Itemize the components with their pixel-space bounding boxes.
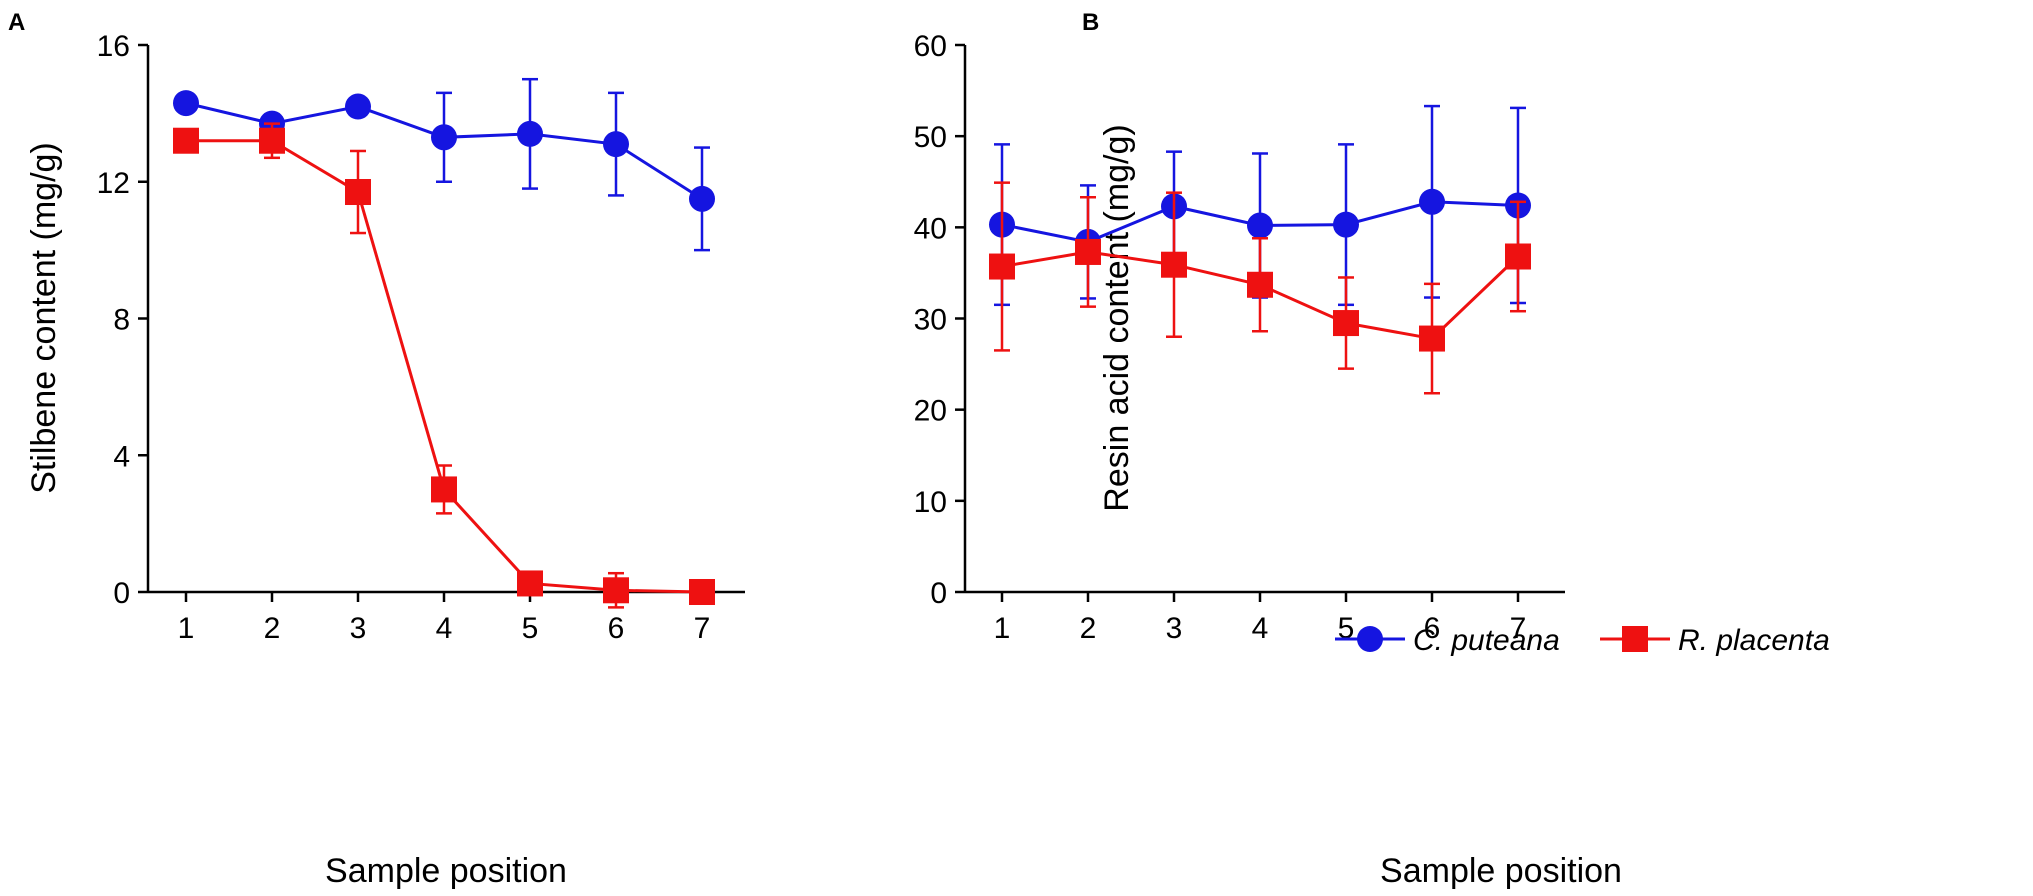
panel-b-y-axis-title: Resin acid content (mg/g) (1098, 124, 1136, 511)
panel-b-y-tick-label: 60 (914, 30, 947, 63)
legend: C. puteana R. placenta (1335, 624, 1830, 657)
panel-a-series-line-r-placenta (186, 139, 703, 594)
panel-b-point-c-puteana (1333, 211, 1359, 238)
panel-a-y-axis-title: Stilbene content (mg/g) (25, 142, 63, 494)
legend-marker-r-placenta (1622, 626, 1648, 652)
panel-a-x-tick-label: 2 (264, 612, 281, 645)
panel-a-x-axis-title: Sample position (325, 852, 567, 890)
panel-b-x-tick-label: 4 (1252, 612, 1269, 645)
panel-a-series-r-placenta (173, 122, 715, 609)
panel-b-point-r-placenta (1419, 325, 1445, 352)
panel-a-point-r-placenta (517, 570, 543, 597)
panel-a-x-tick-label: 4 (436, 612, 453, 645)
panel-b-point-r-placenta (1247, 271, 1273, 298)
legend-marker-c-puteana (1357, 626, 1383, 652)
panel-a-point-c-puteana (173, 90, 199, 117)
panel-b-x-tick-label: 6 (1424, 612, 1441, 645)
panel-a-x-tick-label: 1 (178, 612, 195, 645)
legend-label-r-placenta: R. placenta (1678, 624, 1830, 657)
panel-b-x-axis-title: Sample position (1380, 852, 1622, 890)
panel-b-x-tick-label: 5 (1338, 612, 1355, 645)
panel-b-x-tick-label: 7 (1510, 612, 1527, 645)
panel-a-point-c-puteana (517, 120, 543, 147)
panel-a-point-r-placenta (345, 179, 371, 206)
panel-a-point-r-placenta (431, 476, 457, 503)
panel-a-x-tick-label: 3 (350, 612, 367, 645)
panel-a-point-c-puteana (689, 185, 715, 212)
panel-a-point-r-placenta (173, 127, 199, 154)
panel-b-y-tick-label: 30 (914, 304, 947, 337)
panel-b-point-c-puteana (1247, 212, 1273, 239)
panel-a-y-tick-label: 16 (97, 30, 130, 63)
panel-a-point-r-placenta (689, 579, 715, 605)
panel-a-x-tick-label: 6 (608, 612, 625, 645)
panel-a-series-c-puteana (173, 77, 715, 252)
panel-a-x-tick-label: 7 (694, 612, 711, 645)
panel-a-x-tick-label: 5 (522, 612, 539, 645)
panel-b-y-tick-label: 10 (914, 486, 947, 519)
panel-b-label: B (1082, 9, 1099, 36)
panel-a-point-c-puteana (603, 131, 629, 158)
panel-a-y-tick-label: 12 (97, 167, 130, 200)
panel-a: A Stilbene content (mg/g) Sample positio… (8, 9, 745, 890)
panel-b-point-r-placenta (1161, 251, 1187, 278)
panel-a-point-c-puteana (345, 93, 371, 120)
panel-b-y-tick-label: 50 (914, 121, 947, 154)
panel-b-point-c-puteana (1419, 188, 1445, 215)
panel-a-y-tick-label: 8 (113, 304, 130, 337)
panel-b: B Resin acid content (mg/g) Sample posit… (914, 9, 1830, 890)
panel-a-label: A (8, 9, 25, 36)
panel-b-point-r-placenta (1505, 243, 1531, 270)
panel-b-x-tick-label: 1 (994, 612, 1011, 645)
panel-b-series-r-placenta (989, 181, 1531, 395)
panel-b-x-tick-label: 2 (1080, 612, 1097, 645)
panel-b-x-tick-label: 3 (1166, 612, 1183, 645)
panel-b-point-r-placenta (989, 253, 1015, 280)
panel-a-y-tick-label: 4 (113, 440, 130, 473)
panel-b-y-tick-label: 0 (930, 577, 947, 610)
panel-a-point-r-placenta (259, 127, 285, 154)
panel-b-point-r-placenta (1333, 310, 1359, 337)
panel-a-point-c-puteana (431, 124, 457, 151)
legend-label-c-puteana: C. puteana (1413, 624, 1560, 657)
panel-a-y-tick-label: 0 (113, 577, 130, 610)
panel-b-point-r-placenta (1075, 238, 1101, 265)
panel-b-y-tick-label: 40 (914, 212, 947, 245)
panel-b-y-tick-label: 20 (914, 395, 947, 428)
panel-a-point-r-placenta (603, 577, 629, 604)
